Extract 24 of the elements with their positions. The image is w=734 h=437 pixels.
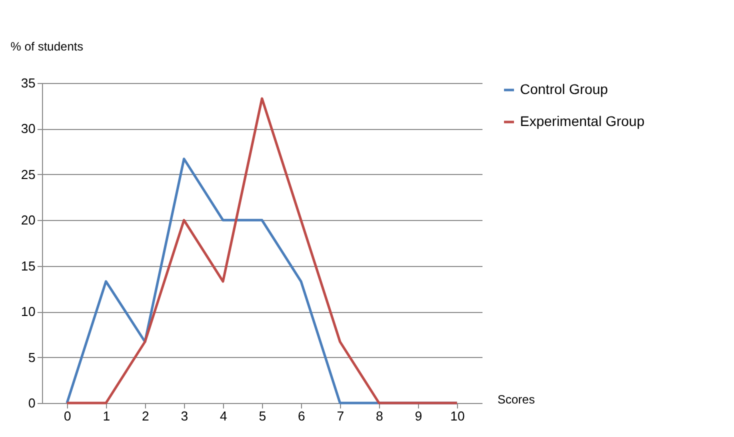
x-tick-label: 2 — [142, 408, 150, 424]
y-tick-label: 5 — [28, 350, 36, 365]
x-axis-title: Scores — [498, 392, 535, 406]
y-tick-label: 20 — [21, 212, 36, 228]
x-tick-label: 8 — [376, 408, 384, 424]
y-tick-label: 0 — [28, 396, 36, 410]
x-tick-label: 7 — [336, 408, 344, 424]
y-axis-title: % of students — [10, 40, 84, 54]
x-tick-label: 9 — [414, 408, 422, 424]
x-tick-label: 0 — [64, 408, 72, 424]
x-tick-label: 3 — [180, 408, 188, 424]
x-tick-label: 10 — [450, 408, 465, 424]
legend-label: Experimental Group — [520, 113, 645, 129]
y-tick-label: 10 — [21, 304, 36, 320]
x-tick-label: 5 — [258, 408, 266, 424]
y-tick-label: 15 — [21, 258, 36, 274]
x-tick-label: 4 — [220, 408, 228, 424]
legend-label: Control Group — [520, 81, 608, 97]
x-tick-label: 1 — [102, 408, 110, 424]
x-tick-label: 6 — [298, 408, 306, 424]
y-tick-label: 35 — [21, 76, 36, 90]
y-tick-label: 30 — [21, 121, 36, 136]
line-series — [66, 97, 458, 404]
y-tick-label: 25 — [21, 166, 36, 182]
